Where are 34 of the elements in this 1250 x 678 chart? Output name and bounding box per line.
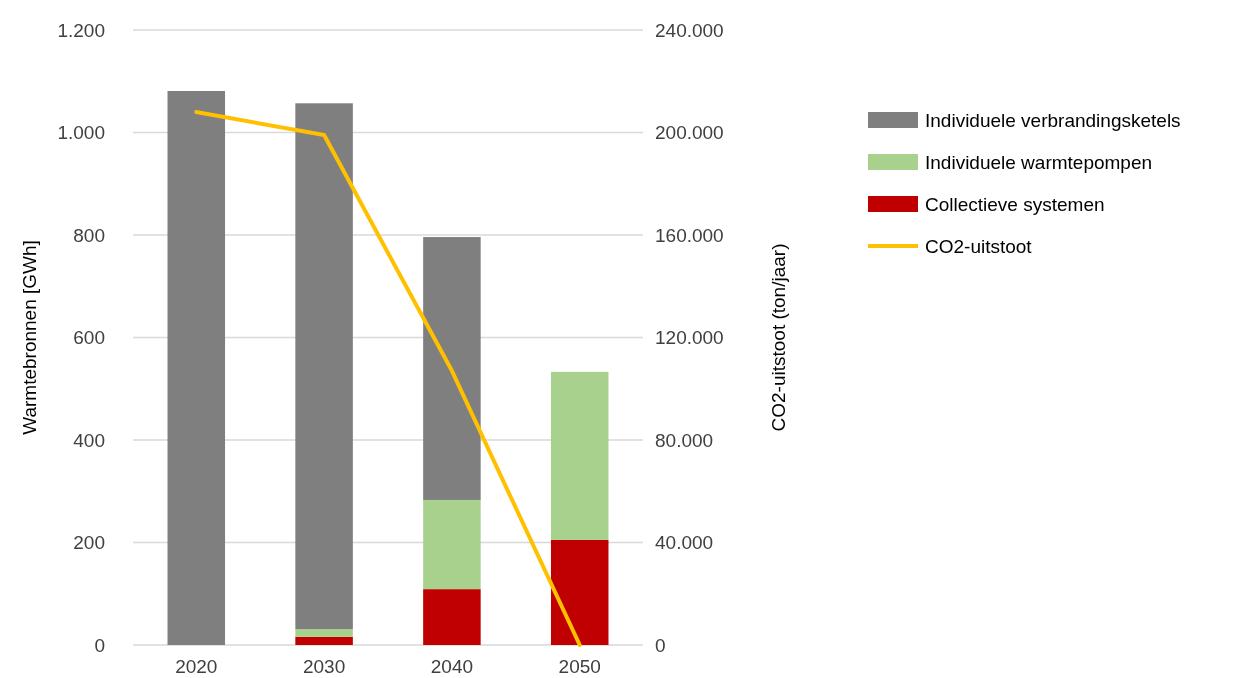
legend-label: CO2-uitstoot: [925, 235, 1033, 257]
y2-tick-label: 0: [655, 634, 666, 656]
x-tick-label: 2040: [430, 656, 474, 677]
bar: [295, 629, 353, 637]
y-tick-label: 200: [73, 532, 105, 554]
bar: [423, 499, 481, 590]
y-tick-label: 1.000: [57, 122, 105, 144]
bar: [423, 237, 481, 500]
y-tick-label: 0: [94, 634, 105, 656]
y2-tick-label: 240.000: [655, 19, 724, 41]
x-tick-label: 2020: [175, 656, 218, 677]
y-tick-label: 600: [73, 327, 105, 349]
bar: [423, 589, 481, 645]
y2-tick-label: 200.000: [655, 122, 724, 144]
bar: [295, 636, 353, 645]
legend-label: Collectieve systemen: [925, 193, 1105, 215]
line-series: [194, 110, 582, 647]
x-tick-label: 2030: [302, 656, 346, 677]
y-tick-label: 800: [73, 224, 105, 246]
y2-tick-label: 40.000: [655, 532, 714, 554]
x-tick-label: 2050: [558, 656, 601, 677]
y2-tick-label: 120.000: [655, 327, 724, 349]
bar: [550, 371, 609, 540]
bar: [550, 539, 609, 645]
y2-tick-label: 80.000: [655, 429, 714, 451]
legend-label: Individuele warmtepompen: [925, 151, 1153, 173]
y-axis-title: Warmtebronnen [GWh]: [19, 240, 40, 435]
y2-axis-title: CO2-uitstoot (ton/jaar): [768, 243, 789, 432]
bar: [167, 90, 226, 645]
y-tick-label: 1.200: [57, 19, 105, 41]
y-tick-label: 400: [73, 429, 105, 451]
y2-tick-label: 160.000: [655, 224, 724, 246]
legend-label: Individuele verbrandingsketels: [925, 109, 1181, 131]
bar: [295, 103, 353, 630]
